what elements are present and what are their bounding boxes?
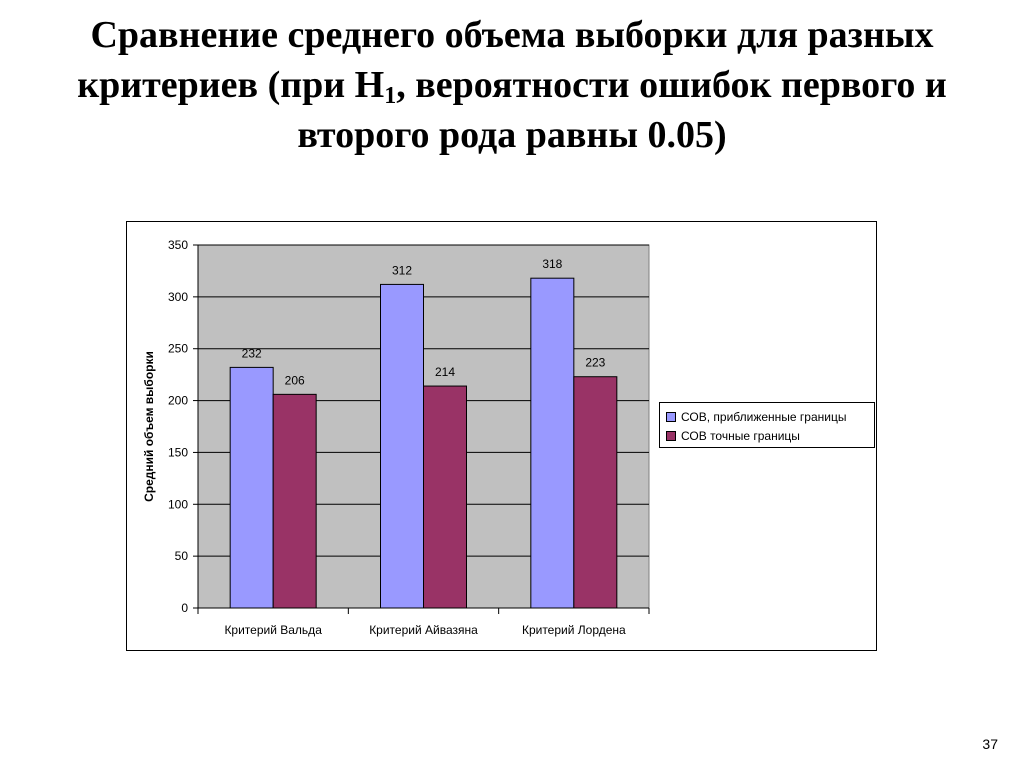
legend-item-series2: СОВ точные границы <box>666 426 874 445</box>
title-line-3: второго рода равны 0.05) <box>297 114 727 156</box>
title-line-2: критериев (при H1, вероятности ошибок пе… <box>30 60 994 110</box>
bar-s2-1 <box>423 385 467 609</box>
y-axis-label: Средний объем выборки <box>142 351 156 502</box>
y-tick-label-100: 100 <box>168 497 188 511</box>
title-subscript: 1 <box>384 83 397 109</box>
data-label-s2-0: 206 <box>285 373 305 387</box>
x-category-label-1: Критерий Айвазяна <box>369 623 478 637</box>
y-tick-label-250: 250 <box>168 342 188 356</box>
data-label-s2-1: 214 <box>435 365 455 379</box>
legend-label-series2: СОВ точные границы <box>681 428 800 443</box>
axes <box>193 244 650 614</box>
x-category-label-2: Критерий Лордена <box>522 623 626 637</box>
legend-item-series1: СОВ, приближенные границы <box>666 407 874 426</box>
bar-s1-1 <box>380 283 424 609</box>
y-tick-label-150: 150 <box>168 445 188 459</box>
bars <box>229 277 618 609</box>
data-label-s2-2: 223 <box>585 356 605 370</box>
legend-swatch-series2 <box>666 430 676 441</box>
y-tick-label-300: 300 <box>168 290 188 304</box>
y-tick-label-0: 0 <box>181 601 188 615</box>
data-label-s1-1: 312 <box>392 263 412 277</box>
legend-swatch-series1 <box>666 411 676 422</box>
x-category-label-0: Критерий Вальда <box>224 623 322 637</box>
y-tick-label-350: 350 <box>168 238 188 252</box>
legend-label-series1: СОВ, приближенные границы <box>681 409 847 424</box>
bar-s2-0 <box>272 393 317 609</box>
page-number: 37 <box>982 736 998 752</box>
title-line-1: Сравнение среднего объема выборки для ра… <box>90 14 934 56</box>
title-line-2-start: критериев (при H <box>77 64 385 106</box>
bar-s2-2 <box>573 376 618 609</box>
y-tick-label-50: 50 <box>175 549 189 563</box>
labels: 0 50 100 150 200 250 300 350 232 206 Критерий Валь… <box>168 238 626 637</box>
y-tick-label-200: 200 <box>168 394 188 408</box>
bar-s1-0 <box>229 366 274 609</box>
data-label-s1-0: 232 <box>242 346 262 360</box>
slide-title: Сравнение среднего объема выборки для ра… <box>30 10 994 160</box>
bar-s1-2 <box>530 277 575 609</box>
data-label-s1-2: 318 <box>542 257 562 271</box>
title-line-2-end: , вероятности ошибок первого и <box>396 64 947 106</box>
legend: СОВ, приближенные границы СОВ точные гра… <box>659 402 875 448</box>
